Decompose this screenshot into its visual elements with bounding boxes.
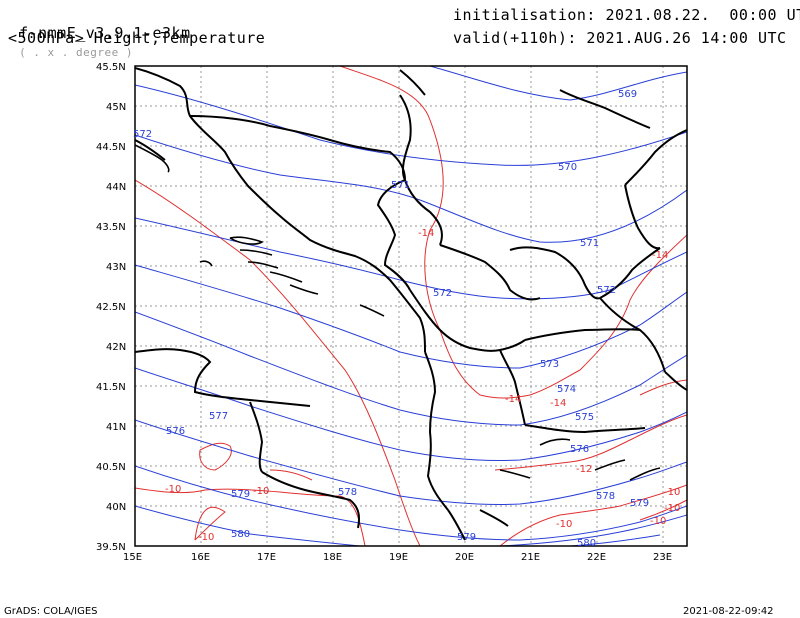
temp-label: -10 [650,516,666,527]
height-label: 571 [391,180,410,191]
height-label: 575 [575,412,594,423]
height-label: 577 [209,411,228,422]
lat-label: 41.5N [96,382,126,393]
lat-label: 42N [106,342,126,353]
height-label: 572 [597,285,616,296]
lat-label: 42.5N [96,302,126,313]
map-frame [134,65,688,547]
lon-label: 21E [521,552,540,563]
temp-label: -10 [165,484,181,495]
lat-label: 43N [106,262,126,273]
model-name: f-nmmE_v3.9.1-e3km [19,24,191,42]
height-label: 578 [338,487,357,498]
lon-axis: 15E 16E 17E 18E 19E 20E 21E 22E 23E [123,552,672,563]
height-label: 580 [231,529,250,540]
temp-label: -10 [198,532,214,543]
height-label: 576 [570,444,589,455]
lon-label: 16E [191,552,210,563]
lat-label: 39.5N [96,542,126,553]
temp-label: -14 [418,228,434,239]
lat-label: 44.5N [96,142,126,153]
temp-label: -10 [556,519,572,530]
model-title: f-nmmE_v3.9.1-e3km ( . x . degree ) [0,6,191,60]
height-label: 573 [540,359,559,370]
lon-label: 23E [653,552,672,563]
lat-label: 44N [106,182,126,193]
lat-label: 45N [106,102,126,113]
temp-label: -10 [253,486,269,497]
lat-label: 40.5N [96,462,126,473]
temp-label: -10 [664,487,680,498]
height-label: 579 [231,489,250,500]
height-label: 579 [630,498,649,509]
temp-label: -14 [505,394,521,405]
height-label: 571 [580,238,599,249]
temp-label: -10 [664,503,680,514]
height-label: 574 [557,384,576,395]
temperature-contours [135,66,687,546]
lon-label: 17E [257,552,276,563]
height-label: 569 [618,89,637,100]
temp-label: -12 [576,464,592,475]
lon-label: 20E [455,552,474,563]
height-label: 572 [433,288,452,299]
valid-time: valid(+110h): 2021.AUG.26 14:00 UTC [453,29,787,47]
lon-label: 19E [389,552,408,563]
lat-label: 45.5N [96,62,126,73]
lon-label: 15E [123,552,142,563]
temp-label: -14 [652,250,668,261]
country-borders [135,67,687,541]
height-label: 578 [596,491,615,502]
coastline-islands [135,144,661,481]
height-label: 572 [133,129,152,140]
lon-label: 22E [587,552,606,563]
units-note: ( . x . degree ) [19,46,134,59]
field-title: <500hPa> Height,Temperature [8,29,266,47]
lat-label: 43.5N [96,222,126,233]
height-label: 580 [577,538,596,549]
init-time: initialisation: 2021.08.22. 00:00 UTC [453,6,800,24]
temperature-labels: -14 -14 -14 -14 -12 -10 -10 -10 -10 -10 … [165,228,680,543]
grid [135,66,687,546]
lat-axis: 39.5N 40N 40.5N 41N 41.5N 42N 42.5N 43N … [96,62,126,553]
lon-label: 18E [323,552,342,563]
height-label: 579 [457,532,476,543]
height-label: 576 [166,426,185,437]
footer-timestamp: 2021-08-22-09:42 [683,606,774,617]
lat-label: 41N [106,422,126,433]
footer-credit: GrADS: COLA/IGES [4,606,98,617]
temp-label: -14 [550,398,566,409]
height-label: 570 [558,162,577,173]
height-labels: 569 570 571 571 572 572 572 573 574 575 … [133,89,649,549]
lat-label: 40N [106,502,126,513]
